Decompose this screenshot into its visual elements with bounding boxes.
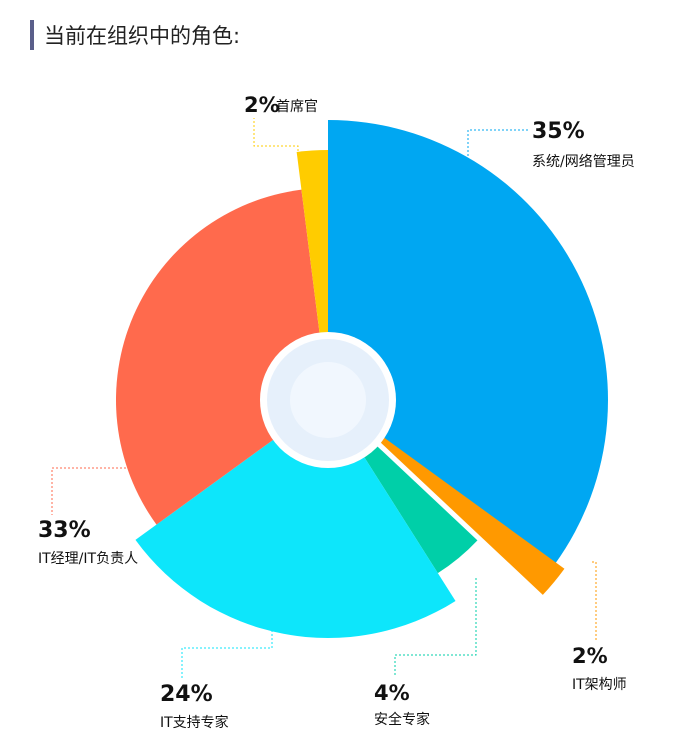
title-accent-bar (30, 20, 34, 50)
leader-itmanager (51, 467, 150, 515)
label-category-sysadmin: 系统/网络管理员 (532, 154, 635, 170)
label-category-architect: IT架构师 (572, 677, 627, 693)
slice-it-architect (346, 410, 565, 595)
slice-it-support (135, 400, 456, 639)
label-value-itsupport: 24% (160, 682, 213, 707)
label-value-chief: 2% (244, 93, 280, 117)
leader-itsupport (181, 630, 273, 678)
leader-security (394, 578, 477, 676)
title-block: 当前在组织中的角色: (30, 20, 240, 50)
label-category-itmanager: IT经理/IT负责人 (38, 551, 138, 567)
slice-sysadmin (328, 120, 608, 565)
label-value-sysadmin: 35% (532, 119, 585, 144)
leader-chief (253, 118, 299, 155)
label-category-chief: 首席官 (276, 99, 318, 115)
leader-sysadmin (467, 129, 528, 160)
label-value-itmanager: 33% (38, 518, 91, 543)
label-category-itsupport: IT支持专家 (160, 714, 229, 731)
leader-architect (592, 561, 597, 640)
label-category-security: 安全专家 (374, 711, 430, 728)
slice-it-manager (116, 189, 329, 525)
label-value-architect: 2% (572, 644, 608, 668)
center-disc (290, 362, 366, 438)
label-value-security: 4% (374, 681, 410, 705)
page-title: 当前在组织中的角色: (44, 24, 241, 48)
